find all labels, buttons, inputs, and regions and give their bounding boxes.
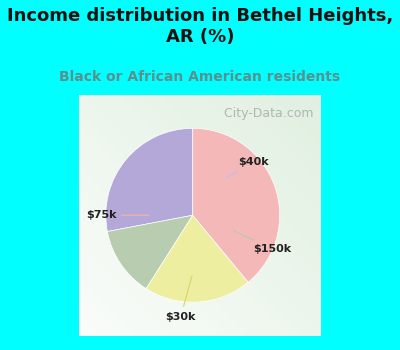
Text: Black or African American residents: Black or African American residents [60,70,340,84]
Text: City-Data.com: City-Data.com [216,107,314,120]
Text: $30k: $30k [166,276,196,322]
Wedge shape [146,215,248,302]
Text: Income distribution in Bethel Heights,
AR (%): Income distribution in Bethel Heights, A… [7,7,393,46]
Text: $75k: $75k [86,210,149,220]
Wedge shape [106,128,193,232]
Wedge shape [193,128,280,282]
Wedge shape [107,215,193,289]
Text: $40k: $40k [226,157,268,177]
Text: $150k: $150k [234,231,292,254]
